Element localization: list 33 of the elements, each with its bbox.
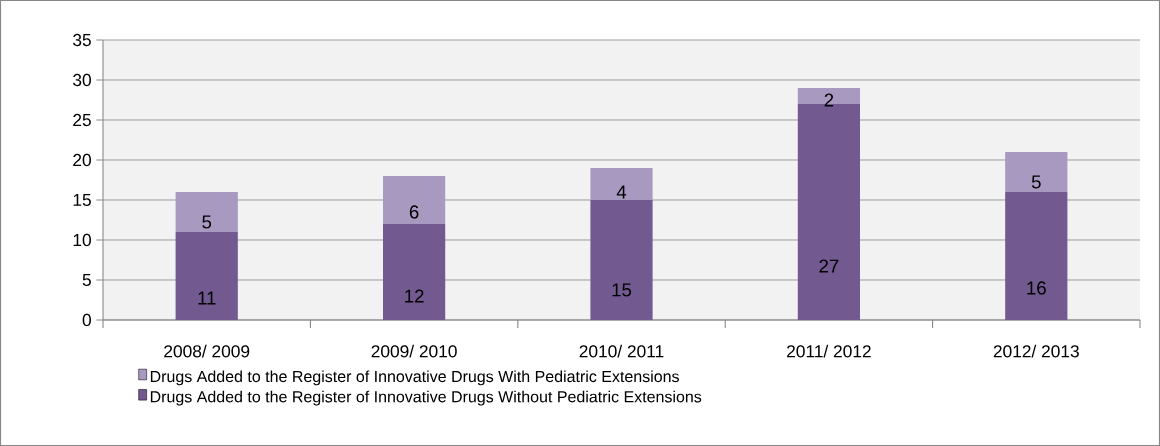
data-label: 5 bbox=[202, 215, 212, 229]
x-tick-label: 2011/ 2012 bbox=[787, 344, 871, 358]
y-tick-label: 30 bbox=[73, 73, 91, 87]
x-tick-label: 2009/ 2010 bbox=[371, 344, 457, 358]
data-label: 12 bbox=[405, 289, 424, 303]
y-tick-label: 25 bbox=[73, 113, 91, 127]
legend-label: Drugs Added to the Register of Innovative Drugs With Pediatric Extensions bbox=[150, 370, 679, 386]
x-tick-label: 2012/ 2013 bbox=[993, 344, 1079, 358]
y-tick-label: 5 bbox=[82, 273, 91, 287]
y-tick-label: 0 bbox=[82, 313, 91, 327]
x-tick-label: 2010/ 2011 bbox=[579, 344, 664, 358]
bar bbox=[1005, 191, 1068, 320]
data-label: 2 bbox=[824, 93, 834, 107]
bar bbox=[1005, 151, 1068, 192]
data-label: 11 bbox=[198, 291, 216, 305]
y-tick-label: 10 bbox=[73, 233, 91, 247]
data-label: 27 bbox=[819, 259, 839, 273]
data-label: 5 bbox=[1031, 175, 1041, 189]
data-label: 4 bbox=[616, 185, 627, 199]
bar bbox=[590, 200, 653, 320]
data-label: 15 bbox=[612, 283, 632, 297]
y-tick-label: 15 bbox=[73, 193, 91, 207]
bar bbox=[383, 176, 446, 224]
bar bbox=[590, 167, 653, 200]
data-label: 6 bbox=[409, 205, 419, 219]
x-tick-label: 2008/ 2009 bbox=[164, 344, 250, 358]
y-tick-label: 35 bbox=[73, 33, 91, 47]
bar bbox=[383, 223, 446, 320]
bar bbox=[175, 191, 238, 232]
bar bbox=[175, 231, 238, 320]
legend-label: Drugs Added to the Register of Innovative Drugs Without Pediatric Extensions bbox=[150, 390, 702, 406]
data-label: 16 bbox=[1027, 281, 1046, 295]
y-tick-label: 20 bbox=[73, 153, 91, 167]
